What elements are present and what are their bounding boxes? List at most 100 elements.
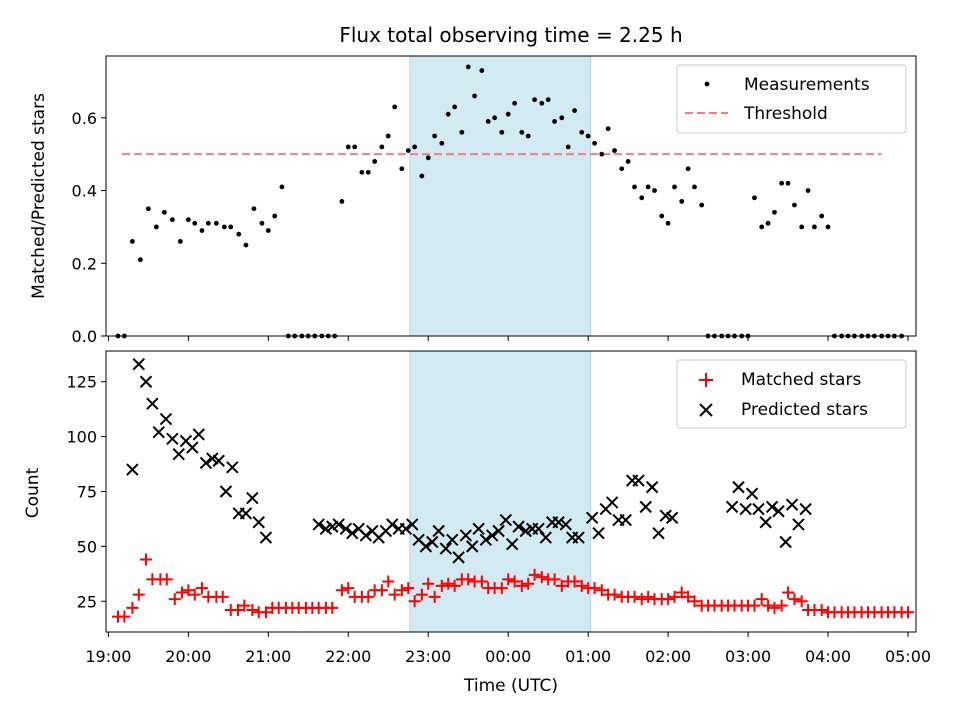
predicted-star-point	[772, 505, 785, 518]
measurement-point	[459, 129, 465, 135]
matched-star-point	[588, 582, 601, 595]
measurement-point	[265, 228, 271, 233]
measurement-point	[779, 180, 785, 186]
measurement-point	[752, 195, 757, 201]
measurement-point	[625, 159, 631, 164]
top-x-ticks	[107, 336, 909, 341]
matched-star-point	[515, 579, 528, 592]
x-tick-label: 19:00	[85, 647, 131, 666]
matched-star-point	[216, 590, 229, 603]
predicted-star-point	[426, 535, 439, 549]
predicted-star-point	[532, 522, 545, 536]
measurement-point	[579, 129, 585, 135]
legend-measurements: Measurements	[744, 75, 870, 95]
predicted-star-point	[252, 516, 265, 529]
measurement-point	[472, 93, 478, 99]
measurement-point	[679, 199, 685, 204]
x-axis-label: Time (UTC)	[463, 676, 558, 696]
matched-star-point	[788, 593, 801, 606]
measurement-point	[639, 195, 645, 201]
measurement-point	[385, 133, 391, 139]
bottom-legend: Matched stars Predicted stars	[676, 359, 907, 429]
predicted-star-point	[559, 518, 572, 531]
measurement-point	[445, 111, 451, 117]
measurement-point	[352, 144, 358, 150]
bottom-legend-box	[676, 359, 907, 429]
measurement-point	[425, 155, 431, 161]
predicted-star-point	[406, 518, 419, 531]
matched-star-point	[415, 588, 428, 601]
measurement-point	[792, 202, 797, 208]
measurement-point	[399, 166, 405, 172]
measurement-point	[392, 104, 398, 110]
measurement-point	[499, 129, 505, 135]
matched-star-point	[382, 575, 395, 588]
matched-star-point	[231, 604, 244, 617]
matched-star-point	[238, 599, 251, 612]
measurement-point	[825, 224, 831, 230]
top-y-axis: 0.0 0.2 0.4 0.6	[72, 109, 106, 346]
measurement-point	[632, 184, 637, 190]
measurement-point	[243, 242, 249, 248]
measurement-point	[772, 209, 777, 215]
measurement-point	[379, 144, 385, 150]
predicted-star-point	[632, 474, 645, 487]
measurement-point	[692, 184, 697, 190]
matched-star-point	[755, 593, 768, 606]
bottom-panel: 25 50 75 100 125 19:00 20:00 21:00 22:00 23:00 00…	[23, 350, 931, 696]
predicted-star-point	[259, 531, 273, 544]
predicted-star-point	[792, 518, 805, 531]
bottom-y-tick-label: 100	[66, 428, 97, 447]
x-tick-label: 22:00	[325, 647, 371, 666]
predicted-star-point	[486, 529, 499, 542]
matched-star-point	[175, 586, 188, 599]
x-tick-label: 21:00	[245, 647, 291, 666]
predicted-star-point	[512, 520, 525, 533]
predicted-star-point	[605, 496, 619, 509]
measurement-point	[512, 100, 517, 106]
predicted-star-point	[446, 533, 459, 547]
bottom-y-tick-label: 125	[66, 373, 97, 392]
predicted-star-point	[765, 500, 779, 514]
x-tick-label: 03:00	[725, 647, 771, 666]
top-y-tick-label: 0.6	[72, 109, 97, 128]
measurement-point	[592, 140, 597, 146]
bottom-y-tick-label: 75	[77, 483, 97, 502]
matched-star-point	[795, 595, 808, 608]
x-tick-label: 20:00	[165, 647, 211, 666]
predicted-star-point	[745, 487, 759, 500]
measurement-point	[565, 144, 571, 150]
matched-star-point	[768, 601, 781, 614]
top-axes-frame	[105, 55, 917, 337]
matched-star-point	[555, 579, 568, 592]
measurement-point	[619, 166, 625, 172]
count-points	[111, 357, 915, 623]
matched-star-point	[422, 577, 435, 590]
matched-star-point	[902, 606, 915, 619]
x-tick-label: 05:00	[885, 647, 931, 666]
matched-star-point	[342, 582, 355, 595]
measurement-point	[539, 100, 545, 106]
top-legend-box	[676, 64, 907, 134]
measurement-point	[279, 184, 285, 190]
predicted-star-point	[172, 447, 185, 461]
matched-star-point	[628, 590, 641, 603]
matched-star-point	[688, 595, 701, 608]
predicted-star-point	[152, 426, 165, 439]
top-y-tick-label: 0.4	[72, 182, 97, 201]
measurement-point	[479, 68, 485, 73]
x-tick-label: 00:00	[485, 647, 531, 666]
predicted-star-point	[752, 502, 765, 516]
x-tick-label: 23:00	[405, 647, 451, 666]
predicted-star-point	[419, 540, 433, 553]
measurement-point	[812, 224, 817, 230]
measurement-point	[532, 97, 537, 103]
measurement-point	[365, 169, 371, 175]
matched-star-point	[132, 588, 145, 601]
matched-star-point	[402, 582, 415, 595]
predicted-star-point	[472, 522, 485, 536]
predicted-star-point	[459, 529, 473, 542]
measurement-point	[432, 133, 438, 139]
measurement-point	[345, 144, 351, 150]
matched-star-point	[168, 593, 181, 606]
